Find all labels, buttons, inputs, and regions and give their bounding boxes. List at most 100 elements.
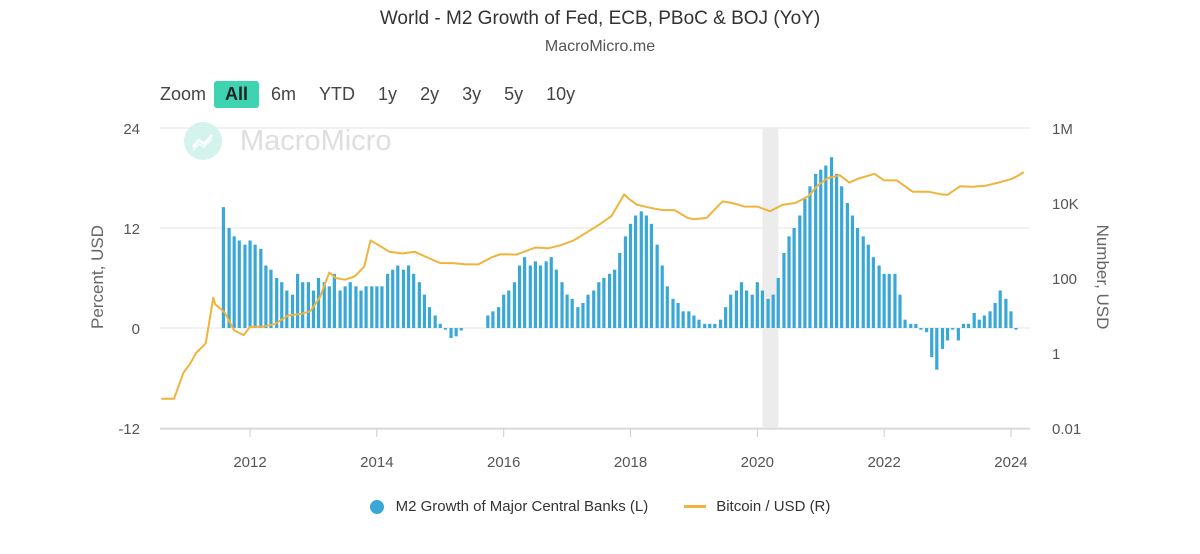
m2-bar[interactable] [639, 211, 643, 328]
m2-bar[interactable] [644, 215, 648, 329]
m2-bar[interactable] [248, 240, 252, 329]
m2-bar[interactable] [829, 157, 834, 328]
m2-bar[interactable] [708, 323, 712, 328]
m2-bar[interactable] [966, 323, 971, 328]
m2-bar[interactable] [972, 313, 976, 328]
zoom-1y-button[interactable]: 1y [378, 83, 398, 104]
m2-bar[interactable] [549, 257, 553, 328]
m2-bar[interactable] [898, 294, 902, 328]
m2-bar[interactable] [412, 273, 416, 328]
m2-bar[interactable] [1009, 311, 1013, 328]
legend-item-bitcoin[interactable]: Bitcoin / USD (R) [684, 498, 830, 515]
m2-bar[interactable] [998, 290, 1002, 329]
m2-bar[interactable] [380, 286, 384, 328]
m2-bar[interactable] [497, 307, 501, 328]
m2-bar[interactable] [988, 311, 992, 328]
m2-bar[interactable] [243, 244, 247, 328]
m2-bar[interactable] [592, 290, 596, 329]
m2-bar[interactable] [755, 282, 759, 328]
m2-bar[interactable] [697, 319, 701, 328]
m2-bar[interactable] [893, 273, 897, 328]
m2-bar[interactable] [977, 319, 981, 328]
m2-bar[interactable] [396, 265, 400, 329]
m2-bar[interactable] [871, 257, 875, 328]
m2-bar[interactable] [834, 173, 839, 328]
m2-bar[interactable] [259, 248, 263, 328]
m2-bar[interactable] [766, 298, 770, 328]
m2-bar[interactable] [739, 282, 744, 328]
m2-bar[interactable] [538, 265, 543, 329]
m2-bar[interactable] [866, 244, 870, 328]
m2-bar[interactable] [951, 328, 955, 330]
m2-bar[interactable] [956, 328, 960, 341]
m2-bar[interactable] [290, 294, 295, 328]
m2-bar[interactable] [665, 286, 669, 328]
m2-bar[interactable] [655, 244, 659, 328]
m2-bar[interactable] [221, 207, 226, 328]
m2-bar[interactable] [776, 278, 780, 328]
m2-bar[interactable] [623, 236, 628, 328]
m2-bar[interactable] [570, 298, 574, 328]
legend-item-m2[interactable]: M2 Growth of Major Central Banks (L) [369, 498, 648, 515]
m2-bar[interactable] [808, 186, 812, 328]
m2-bar[interactable] [628, 223, 633, 328]
zoom-10y-button[interactable]: 10y [546, 83, 576, 104]
m2-bar[interactable] [903, 319, 907, 328]
m2-bar[interactable] [877, 265, 881, 329]
m2-bar[interactable] [311, 290, 316, 329]
m2-bar[interactable] [919, 328, 923, 330]
m2-bar[interactable] [982, 315, 986, 329]
m2-bar[interactable] [438, 323, 442, 328]
m2-bar[interactable] [861, 236, 865, 328]
zoom-all-button[interactable]: All [214, 80, 260, 108]
m2-bar[interactable] [798, 215, 802, 329]
m2-bar[interactable] [887, 273, 891, 328]
m2-bar[interactable] [433, 315, 437, 329]
m2-bar[interactable] [607, 273, 612, 328]
m2-bar[interactable] [301, 282, 305, 328]
m2-bar[interactable] [507, 290, 511, 329]
m2-bar[interactable] [819, 169, 823, 328]
m2-bar[interactable] [597, 282, 601, 328]
m2-bar[interactable] [792, 228, 796, 328]
m2-bar[interactable] [364, 286, 368, 328]
m2-bar[interactable] [459, 328, 463, 331]
m2-bar[interactable] [724, 307, 728, 328]
m2-bar[interactable] [681, 311, 685, 328]
m2-bar[interactable] [253, 244, 257, 328]
m2-bar[interactable] [713, 323, 717, 328]
m2-bar[interactable] [237, 240, 241, 329]
m2-bar[interactable] [512, 282, 517, 328]
m2-bar[interactable] [306, 282, 310, 328]
m2-bar[interactable] [517, 265, 522, 329]
m2-bar[interactable] [845, 203, 849, 328]
m2-bar[interactable] [544, 261, 548, 328]
m2-bar[interactable] [703, 323, 707, 328]
m2-bar[interactable] [676, 303, 680, 328]
m2-bar[interactable] [332, 273, 336, 328]
m2-bar[interactable] [391, 269, 395, 328]
m2-bar[interactable] [406, 265, 411, 329]
m2-bar[interactable] [417, 282, 421, 328]
m2-bar[interactable] [855, 228, 860, 328]
m2-bar[interactable] [443, 328, 447, 330]
zoom-2y-button[interactable]: 2y [420, 83, 440, 104]
m2-bar[interactable] [930, 328, 934, 358]
m2-bar[interactable] [649, 223, 654, 328]
m2-bar[interactable] [803, 198, 807, 328]
m2-bar[interactable] [586, 294, 590, 328]
m2-bar[interactable] [581, 303, 585, 328]
m2-bar[interactable] [554, 269, 558, 328]
m2-bar[interactable] [449, 328, 453, 338]
m2-bar[interactable] [327, 286, 331, 328]
m2-bar[interactable] [734, 290, 739, 329]
m2-bar[interactable] [375, 286, 379, 328]
m2-bar[interactable] [782, 253, 786, 328]
m2-bar[interactable] [935, 328, 939, 370]
m2-bar[interactable] [787, 236, 791, 328]
m2-bar[interactable] [322, 282, 326, 328]
m2-bar[interactable] [486, 315, 490, 329]
m2-bar[interactable] [565, 294, 569, 328]
m2-bar[interactable] [523, 257, 527, 328]
bitcoin-line[interactable] [161, 171, 1025, 400]
